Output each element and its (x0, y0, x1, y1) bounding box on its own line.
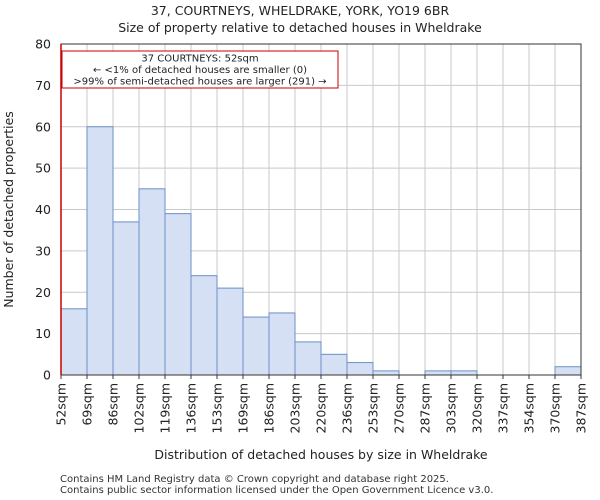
x-tick-label: 169sqm (236, 383, 251, 433)
y-tick-label: 70 (35, 78, 51, 93)
histogram-bar (86, 126, 114, 376)
x-tick-label: 253sqm (366, 383, 381, 433)
x-tick-label: 320sqm (470, 383, 485, 433)
x-tick-label: 354sqm (522, 383, 537, 433)
histogram-bar (60, 308, 88, 376)
histogram-bar (268, 312, 296, 376)
annotation-line: ← <1% of detached houses are smaller (0) (93, 65, 307, 76)
footer-line-2: Contains public sector information licen… (60, 485, 494, 496)
x-tick-label: 203sqm (288, 383, 303, 433)
chart-subtitle: Size of property relative to detached ho… (118, 20, 482, 35)
x-tick-label: 69sqm (80, 383, 95, 426)
x-tick-label: 220sqm (314, 383, 329, 433)
histogram-bar (294, 341, 322, 376)
x-tick-label: 86sqm (106, 383, 121, 426)
histogram-bar (346, 362, 374, 376)
y-tick-label: 60 (35, 119, 51, 134)
x-tick-label: 119sqm (158, 383, 173, 433)
histogram-bar (424, 370, 452, 376)
x-tick-label: 236sqm (340, 383, 355, 433)
x-tick-label: 303sqm (444, 383, 459, 433)
y-tick-label: 40 (35, 202, 51, 217)
x-tick-label: 136sqm (184, 383, 199, 433)
y-tick-label: 0 (43, 368, 51, 383)
histogram-bar (242, 316, 270, 376)
y-tick-label: 10 (35, 326, 51, 341)
x-tick-label: 186sqm (262, 383, 277, 433)
x-tick-label: 370sqm (548, 383, 563, 433)
x-tick-label: 387sqm (574, 383, 589, 433)
y-tick-label: 30 (35, 243, 51, 258)
histogram-bar (216, 287, 244, 376)
histogram-bar (320, 353, 348, 376)
y-tick-label: 50 (35, 161, 51, 176)
y-tick-label: 80 (35, 37, 51, 52)
footer-line-1: Contains HM Land Registry data © Crown c… (60, 474, 449, 485)
histogram-bar (372, 370, 400, 376)
histogram-bar (138, 188, 166, 376)
histogram-bar (554, 366, 582, 376)
annotation-line: 37 COURTNEYS: 52sqm (141, 54, 258, 65)
x-axis-label: Distribution of detached houses by size … (154, 447, 488, 462)
histogram-bar (190, 275, 218, 376)
x-tick-label: 270sqm (392, 383, 407, 433)
y-axis-label: Number of detached properties (1, 111, 16, 308)
y-tick-label: 20 (35, 285, 51, 300)
x-tick-label: 287sqm (418, 383, 433, 433)
histogram-bar (112, 221, 140, 376)
annotation-line: >99% of semi-detached houses are larger … (73, 77, 326, 88)
annotation-box (61, 50, 339, 89)
chart-title: 37, COURTNEYS, WHELDRAKE, YORK, YO19 6BR (150, 3, 450, 18)
x-tick-label: 102sqm (132, 383, 147, 433)
histogram-bar (164, 213, 192, 376)
x-tick-label: 52sqm (54, 383, 69, 426)
x-tick-label: 337sqm (496, 383, 511, 433)
histogram-bar (450, 370, 478, 376)
x-tick-label: 153sqm (210, 383, 225, 433)
